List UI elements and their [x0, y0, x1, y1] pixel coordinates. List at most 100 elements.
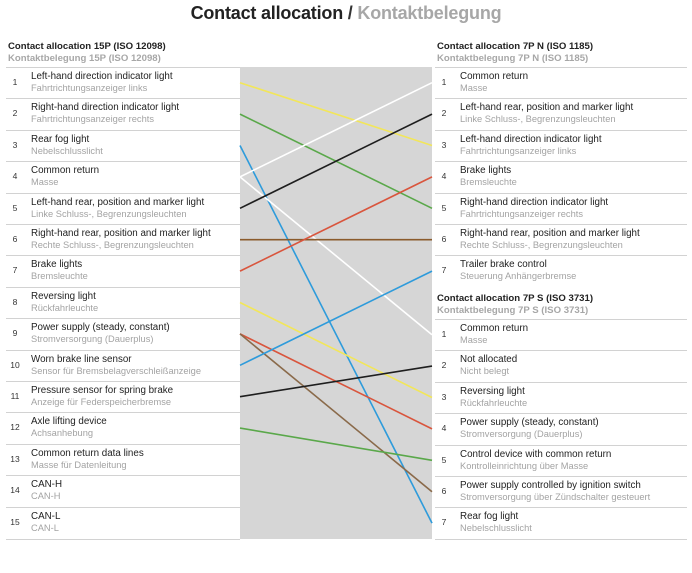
right-s-pin-row: 6 Power supply controlled by ignition swi…	[435, 476, 687, 507]
left-pin-row: 9 Power supply (steady, constant) Stromver…	[6, 318, 240, 349]
pin-label-de: Stromversorgung (Dauerplus)	[31, 334, 154, 345]
pin-label-de: Rechte Schluss-, Begrenzungsleuchten	[460, 240, 623, 250]
left-pin-row: 12 Axle lifting device Achsanhebung	[6, 412, 240, 443]
pin-number: 4	[441, 171, 447, 182]
pin-number: 5	[12, 202, 18, 213]
wire-8-to-s3	[239, 301, 433, 399]
pin-label-en: Left-hand direction indicator light	[460, 133, 602, 145]
left-pin-row: 11 Pressure sensor for spring brake Anzeig…	[6, 381, 240, 412]
pin-label-de: Fahrtrichtungsanzeiger rechts	[460, 208, 583, 219]
left-pin-row: 4 Common return Masse	[6, 161, 240, 192]
right-s-pin-row: 1 Common return Masse	[435, 319, 687, 350]
pin-label-en: Right-hand direction indicator light	[31, 102, 180, 114]
pin-number: 8	[12, 296, 18, 307]
right-s-pin-row: 3 Reversing light Rückfahrleuchte	[435, 381, 687, 413]
pin-label-en: Common return	[31, 165, 100, 177]
pin-label-de: Masse	[31, 177, 59, 188]
left-list-bottom-divider	[6, 539, 240, 540]
pin-number: 7	[12, 265, 18, 276]
pin-label-de: Achsanhebung	[31, 428, 94, 439]
pin-number: 4	[441, 423, 447, 434]
pin-number: 11	[10, 391, 20, 401]
wire-4-to-n1	[239, 81, 433, 178]
wire-4-to-s1	[239, 176, 433, 336]
pin-number: 6	[441, 234, 447, 244]
pin-label-de: Masse für Datenleitung	[31, 459, 127, 470]
left-pin-row: 5 Left-hand rear, position and marker lig…	[6, 192, 240, 224]
pin-label-de: Kontrolleinrichtung über Masse	[460, 460, 589, 471]
pin-label-en: Rear fog light	[460, 511, 519, 523]
pin-number: 7	[441, 517, 447, 528]
pin-number: 1	[441, 329, 447, 339]
page-title: Contact allocation / Kontaktbelegung	[0, 3, 692, 24]
pin-label-de: Fahrtrichtungsanzeiger links	[460, 145, 577, 156]
pin-label-en: Axle lifting device	[31, 416, 107, 428]
pin-label-de: Linke Schluss-, Begrenzungsleuchten	[460, 114, 616, 125]
right-n-heading-en: Contact allocation 7P N (ISO 1185)	[437, 41, 594, 52]
right-n-pin-row: 1 Common return Masse	[435, 67, 687, 98]
right-n-heading-de: Kontaktbelegung 7P N (ISO 1185)	[437, 53, 589, 64]
right-n-pin-row: 2 Left-hand rear, position and marker lig…	[435, 98, 687, 129]
pin-number: 10	[10, 359, 20, 370]
wire-10-to-n7	[239, 270, 433, 367]
pin-label-de: Steuerung Anhängerbremse	[460, 271, 577, 282]
pin-label-de: Stromversorgung (Dauerplus)	[460, 429, 583, 440]
pin-number: 9	[12, 328, 18, 339]
left-pin-row: 2 Right-hand direction indicator light Fah…	[6, 98, 240, 129]
left-pin-row: 3 Rear fog light Nebelschlusslicht	[6, 129, 240, 161]
pin-number: 3	[12, 139, 18, 150]
pin-number: 5	[441, 454, 447, 465]
right-n-pin-row: 7 Trailer brake control Steuerung Anhänger…	[435, 255, 687, 286]
pin-number: 3	[441, 139, 447, 150]
left-heading-en: Contact allocation 15P (ISO 12098)	[8, 41, 166, 52]
right-s-pin-row: 4 Power supply (steady, constant) Stromver…	[435, 413, 687, 444]
right-n-pin-row: 6 Right-hand rear, position and marker li…	[435, 224, 687, 255]
pin-label-de: Bremsleuchte	[460, 177, 517, 188]
right-s-pin-row: 7 Rear fog light Nebelschlusslicht	[435, 507, 687, 538]
left-pin-row: 14 CAN-H CAN-H	[6, 475, 240, 506]
pin-label-de: Nebelschlusslicht	[31, 145, 103, 156]
title-separator: /	[343, 3, 358, 23]
left-pin-row: 7 Brake lights Bremsleuchte	[6, 255, 240, 286]
pin-label-en: Common return data lines	[31, 447, 144, 459]
pin-label-en: Power supply controlled by ignition swit…	[460, 480, 641, 491]
pin-label-de: Stromversorgung über Zündschalter gesteu…	[460, 492, 651, 502]
pin-number: 13	[10, 453, 20, 464]
wire-group	[239, 81, 433, 524]
right-s-pin-row: 2 Not allocated Nicht belegt	[435, 350, 687, 381]
pin-number: 14	[10, 485, 20, 496]
pin-label-en: Rear fog light	[31, 133, 90, 145]
pin-label-en: Control device with common return	[460, 448, 612, 460]
pin-label-de: Linke Schluss-, Begrenzungsleuchten	[31, 208, 187, 219]
right-n-connector-heading: Contact allocation 7P N (ISO 1185) Konta…	[437, 41, 593, 65]
pin-label-en: Reversing light	[460, 385, 525, 397]
pin-label-en: Common return	[460, 323, 529, 334]
wire-9-to-s6	[239, 333, 433, 493]
pin-label-en: Left-hand direction indicator light	[31, 71, 173, 82]
left-pin-row: 15 CAN-L CAN-L	[6, 506, 240, 538]
pin-label-en: Pressure sensor for spring brake	[31, 385, 174, 396]
right-s-connector-heading: Contact allocation 7P S (ISO 3731) Konta…	[437, 293, 593, 317]
pin-label-en: Worn brake line sensor	[31, 353, 132, 365]
pin-label-en: Brake lights	[460, 165, 512, 177]
left-pin-row: 10 Worn brake line sensor Sensor für Brems…	[6, 349, 240, 381]
pin-label-de: Fahrtrichtungsanzeiger links	[31, 83, 148, 93]
pin-label-de: Rückfahrleuchte	[460, 397, 528, 408]
right-list-bottom-divider	[435, 539, 687, 540]
right-n-pin-row: 3 Left-hand direction indicator light Fahr…	[435, 129, 687, 161]
pin-label-de: Masse	[460, 335, 488, 345]
pin-label-en: CAN-L	[31, 510, 61, 522]
left-pin-row: 6 Right-hand rear, position and marker li…	[6, 224, 240, 255]
wire-1-to-n3	[239, 81, 433, 147]
left-pin-row: 1 Left-hand direction indicator light Fahr…	[6, 67, 240, 98]
pin-label-de: Nebelschlusslicht	[460, 523, 532, 534]
pin-label-en: CAN-H	[31, 479, 63, 491]
pin-label-en: Reversing light	[31, 290, 96, 302]
wire-11-to-s2	[239, 365, 433, 398]
pin-label-en: Left-hand rear, position and marker ligh…	[460, 102, 634, 114]
right-n-pin-row: 5 Right-hand direction indicator light Fah…	[435, 192, 687, 224]
right-s-pin-row: 5 Control device with common return Kontro…	[435, 444, 687, 476]
pin-label-de: Rechte Schluss-, Begrenzungsleuchten	[31, 240, 194, 250]
left-heading-de: Kontaktbelegung 15P (ISO 12098)	[8, 53, 161, 64]
